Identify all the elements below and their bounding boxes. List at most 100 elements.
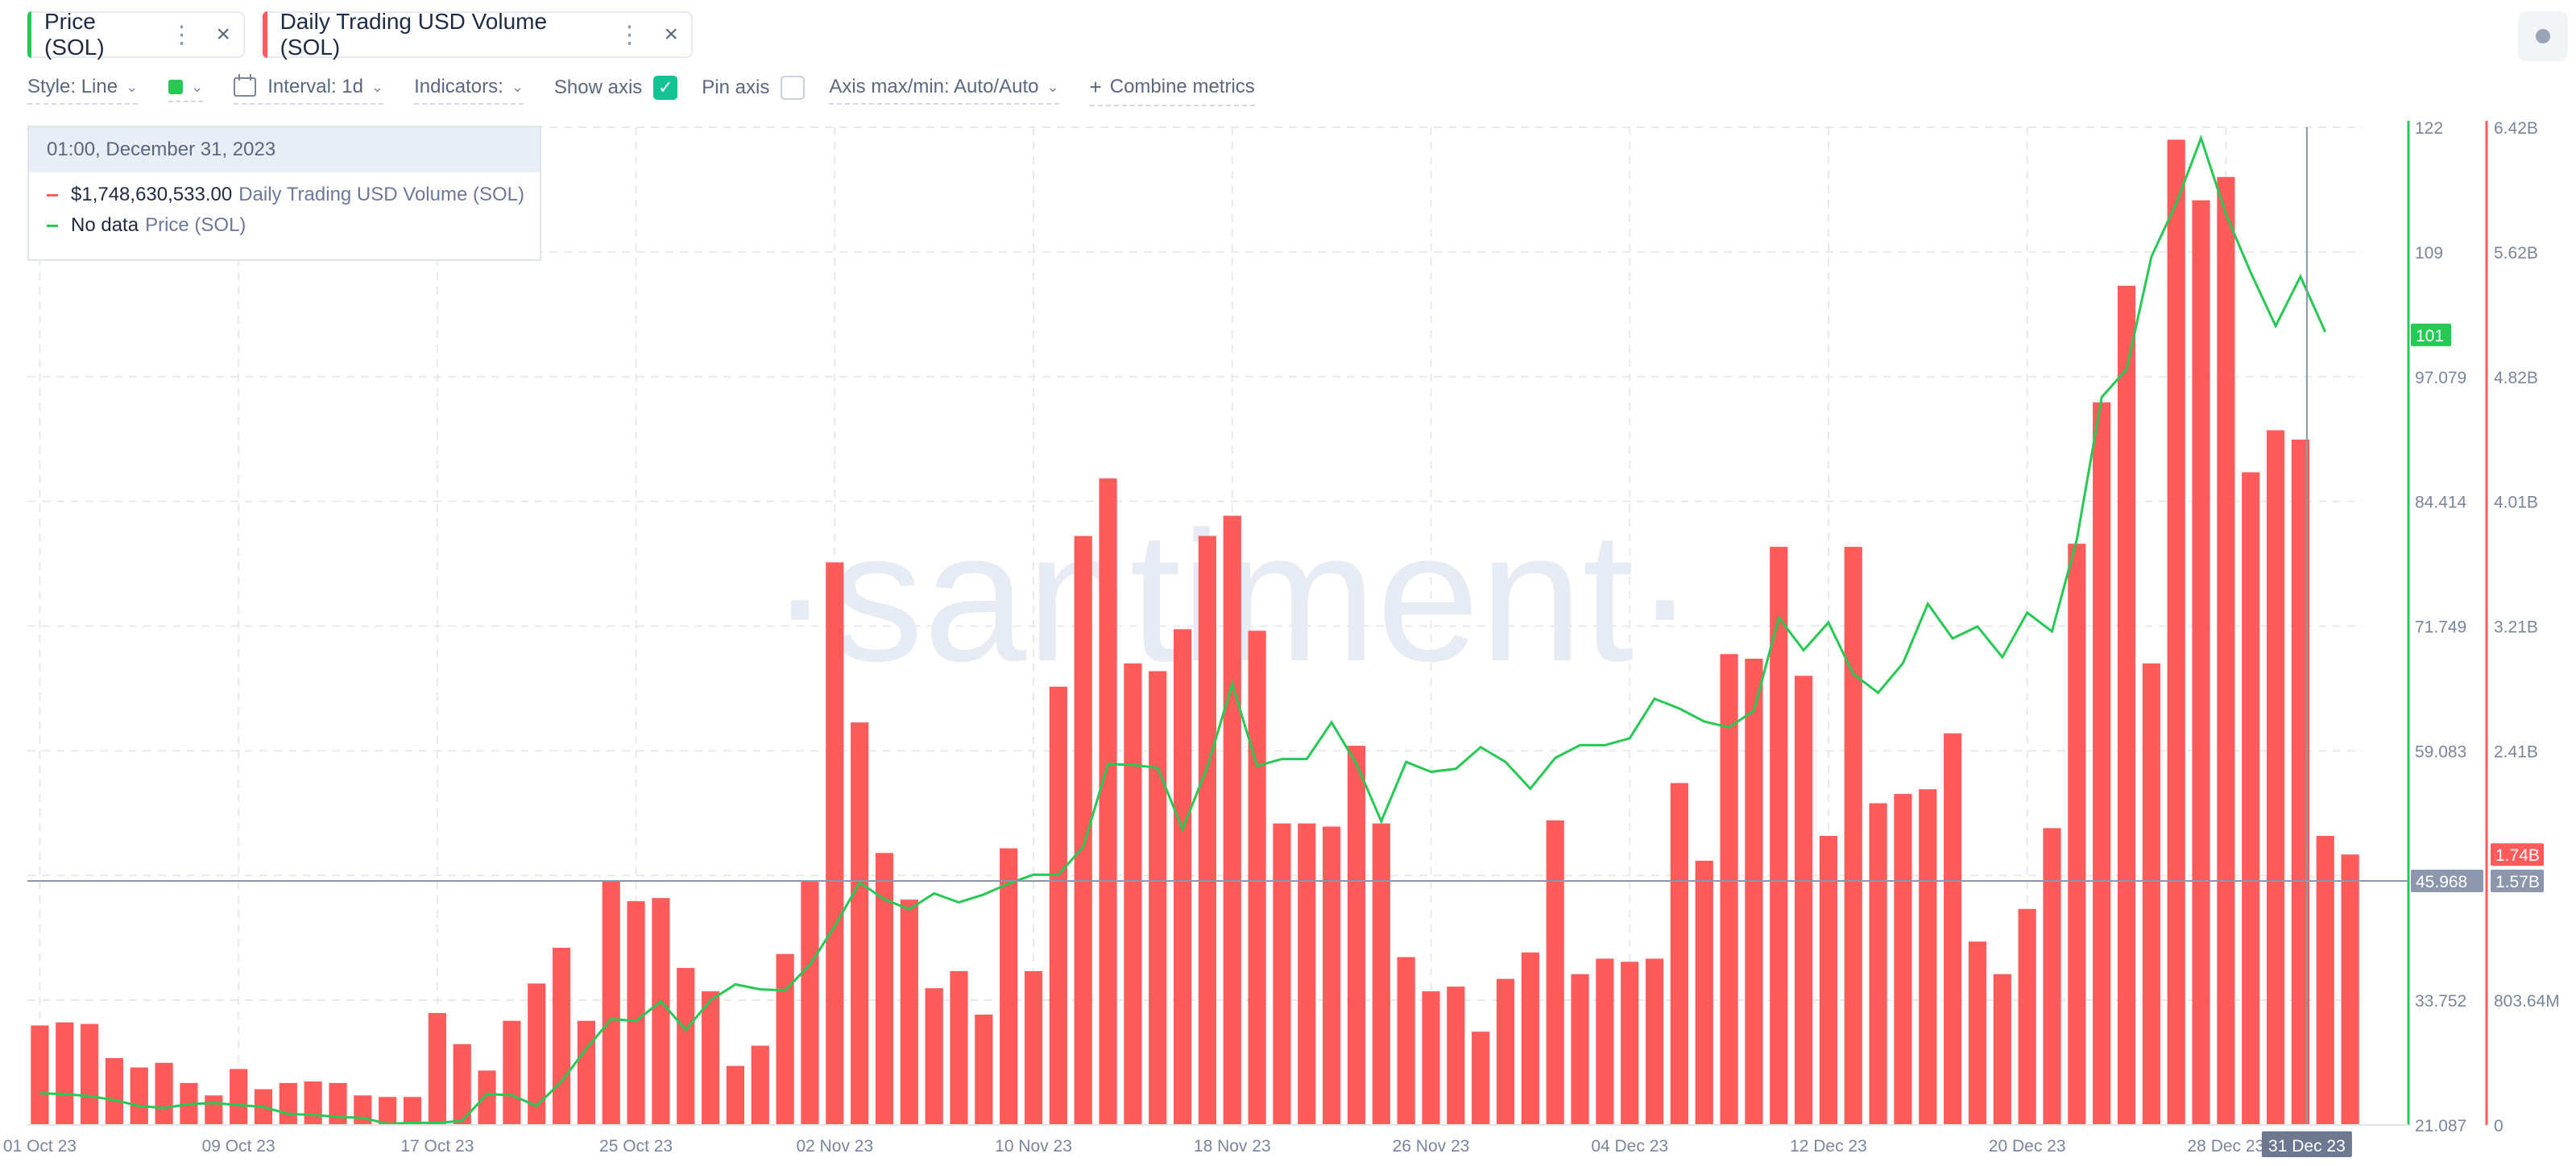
volume-bar	[2266, 430, 2285, 1125]
price-axis-tick: 33.752	[2415, 992, 2466, 1011]
price-axis-tick: 21.087	[2415, 1117, 2466, 1135]
volume-bar	[826, 562, 844, 1125]
dot-icon	[2536, 29, 2550, 43]
volume-bar	[1397, 957, 1415, 1125]
volume-bar	[2043, 828, 2061, 1125]
metric-label: Daily Trading USD Volume (SOL)	[280, 9, 548, 60]
volume-bar	[1968, 941, 1987, 1125]
volume-bar	[528, 983, 546, 1125]
volume-bar	[80, 1023, 99, 1125]
style-dropdown[interactable]: Style: Line ⌄	[27, 76, 139, 105]
volume-bar	[1521, 952, 1539, 1125]
volume-bar	[1248, 631, 1266, 1125]
volume-bar	[403, 1097, 422, 1125]
volume-axis-tick: 4.82B	[2494, 369, 2538, 387]
combine-metrics-button[interactable]: + Combine metrics	[1089, 74, 1255, 106]
volume-bar	[279, 1082, 297, 1125]
volume-bar	[56, 1022, 74, 1125]
axis-badge-label: 101	[2416, 327, 2444, 345]
close-icon[interactable]: ×	[664, 21, 678, 48]
volume-bar	[1869, 803, 1887, 1125]
volume-bar	[1670, 783, 1688, 1125]
show-axis-toggle[interactable]: Show axis ✓	[553, 76, 678, 105]
calendar-icon	[234, 74, 257, 97]
chevron-down-icon: ⌄	[371, 78, 384, 95]
volume-bar	[205, 1095, 223, 1125]
axis-badge	[2411, 870, 2483, 893]
chevron-down-icon: ⌄	[1046, 78, 1059, 95]
volume-bar	[677, 968, 695, 1125]
plus-icon: +	[1089, 74, 1102, 99]
volume-bar	[503, 1020, 521, 1125]
price-axis-tick: 97.079	[2415, 369, 2466, 387]
chevron-down-icon: ⌄	[126, 78, 139, 95]
tooltip-row-volume: $1,748,630,533.00 Daily Trading USD Volu…	[29, 184, 540, 206]
volume-axis-tick: 5.62B	[2494, 244, 2538, 263]
volume-bar	[975, 1014, 993, 1125]
chevron-down-icon: ⌄	[511, 78, 524, 95]
show-axis-label: Show axis	[553, 76, 643, 98]
volume-bar	[1298, 823, 1316, 1125]
pin-axis-toggle[interactable]: Pin axis	[702, 76, 806, 105]
chart-settings-button[interactable]	[2518, 11, 2568, 61]
volume-bar	[1844, 547, 1862, 1125]
volume-bar	[1695, 860, 1713, 1125]
volume-bar	[1323, 826, 1341, 1125]
volume-bar	[1794, 676, 1813, 1125]
x-axis-tick: 12 Dec 23	[1790, 1137, 1867, 1156]
pin-axis-checkbox[interactable]	[781, 76, 806, 100]
x-axis-tick: 25 Oct 23	[599, 1137, 673, 1156]
volume-bar	[875, 853, 894, 1125]
volume-bar	[702, 991, 720, 1125]
x-axis-tick: 17 Oct 23	[400, 1137, 474, 1156]
indicators-dropdown[interactable]: Indicators: ⌄	[414, 76, 524, 105]
price-axis-tick: 122	[2415, 119, 2443, 138]
price-line	[39, 134, 2327, 1126]
x-axis-tick: 04 Dec 23	[1591, 1137, 1668, 1156]
close-icon[interactable]: ×	[216, 21, 230, 48]
indicators-label: Indicators:	[414, 76, 503, 97]
volume-legend-dash	[47, 193, 58, 196]
axis-minmax-dropdown[interactable]: Axis max/min: Auto/Auto ⌄	[829, 76, 1059, 105]
show-axis-checkbox[interactable]: ✓	[653, 76, 678, 100]
volume-bar	[726, 1065, 745, 1125]
volume-bar	[1546, 820, 1564, 1125]
volume-bar	[1919, 789, 1937, 1125]
volume-bar	[105, 1058, 124, 1125]
more-options-icon[interactable]: ⋮	[169, 21, 193, 48]
x-axis-tick: 26 Nov 23	[1393, 1137, 1470, 1156]
volume-bar	[329, 1082, 347, 1125]
volume-bar	[2142, 663, 2160, 1125]
x-axis-tick: 10 Nov 23	[995, 1137, 1072, 1156]
x-axis-tick: 28 Dec 23	[2188, 1137, 2265, 1156]
more-options-icon[interactable]: ⋮	[617, 21, 641, 48]
volume-bar	[1993, 974, 2011, 1125]
volume-bar	[1596, 958, 1614, 1125]
volume-bar	[801, 881, 819, 1125]
volume-bar	[1422, 991, 1440, 1125]
metric-tab-volume[interactable]: Daily Trading USD Volume (SOL) ⋮ ×	[263, 9, 693, 60]
metric-tab-price[interactable]: Price (SOL) ⋮ ×	[27, 9, 245, 60]
volume-bar	[2117, 285, 2136, 1125]
volume-bar	[428, 1013, 446, 1125]
color-picker[interactable]: ⌄	[168, 79, 204, 102]
volume-bar	[1273, 823, 1291, 1125]
volume-bar	[31, 1025, 49, 1125]
axis-value-labels: 101 1.74B 45.968 1.57B 31 Dec 23	[2261, 323, 2544, 1157]
volume-bar	[1099, 478, 1117, 1125]
interval-label: Interval: 1d	[267, 76, 363, 97]
volume-bar	[1173, 629, 1192, 1125]
axis-badge-label: 1.57B	[2495, 873, 2540, 891]
volume-bar	[1496, 978, 1515, 1125]
volume-bar	[2341, 854, 2359, 1125]
volume-bar	[1745, 659, 1763, 1125]
combine-label: Combine metrics	[1109, 76, 1255, 97]
tooltip-metric-name: Daily Trading USD Volume (SOL)	[238, 184, 524, 205]
interval-dropdown[interactable]: Interval: 1d ⌄	[234, 74, 384, 105]
volume-bar	[1223, 515, 1241, 1125]
volume-bar	[1894, 793, 1912, 1125]
tooltip-value: $1,748,630,533.00	[71, 184, 233, 205]
hover-tooltip: 01:00, December 31, 2023 $1,748,630,533.…	[27, 126, 541, 261]
x-axis-tick: 09 Oct 23	[202, 1137, 275, 1156]
